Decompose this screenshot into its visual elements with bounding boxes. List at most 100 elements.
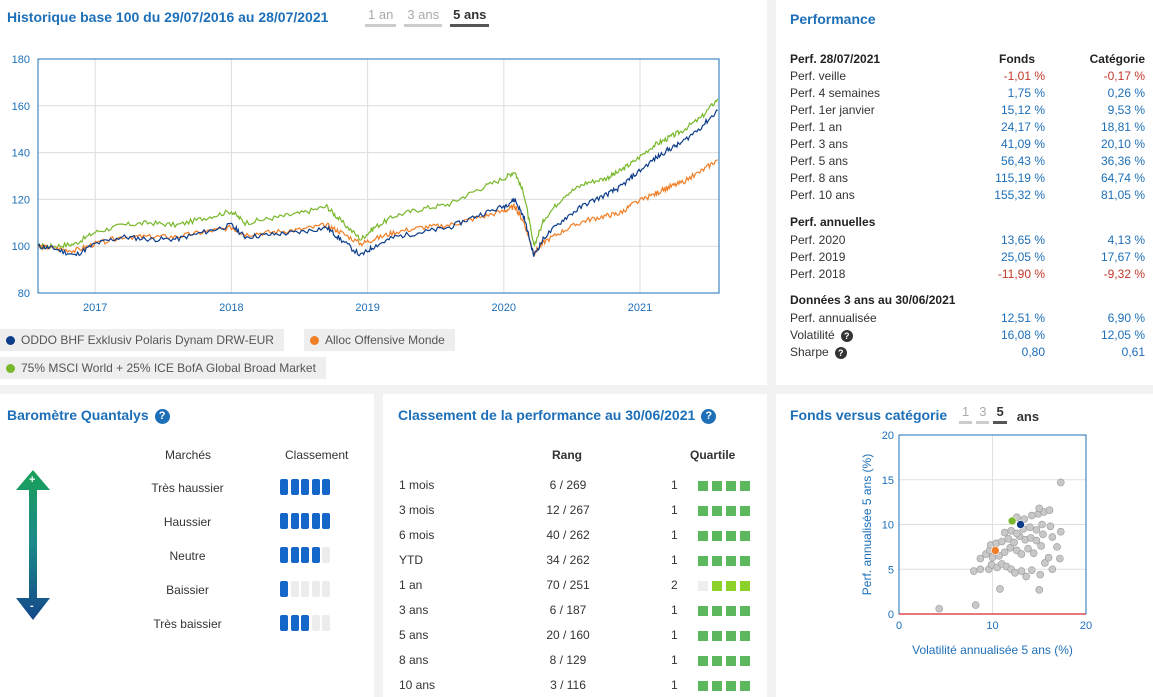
quartile-square (712, 581, 722, 591)
classement-quartile: 1 (671, 553, 678, 567)
fund-point[interactable] (1016, 520, 1025, 529)
barometre-rank-segment (311, 479, 320, 495)
quartile-square (712, 681, 722, 691)
quartile-square (740, 506, 750, 516)
history-period-tabs: 1 an 3 ans 5 ans (365, 7, 490, 27)
barometre-rank-segment (311, 547, 320, 563)
y-tick-label: 15 (882, 475, 894, 487)
y-tick-label: 100 (12, 241, 30, 253)
perf-label-text: Perf. 1er janvier (790, 103, 875, 117)
peer-point (1036, 570, 1044, 579)
quartile-square (712, 531, 722, 541)
peer-point (988, 553, 997, 562)
tab-3-ans[interactable]: 3 ans (404, 7, 443, 27)
perf-annual-label: Perf. 2020 (790, 233, 845, 247)
y-tick-label: 80 (18, 288, 30, 300)
scatter-chart: 0 5 10 15 20 0 10 20 Volatilité annualisée 5 ans… (860, 430, 1092, 657)
category-point[interactable] (991, 546, 1000, 555)
quartile-square (726, 556, 736, 566)
scatter-tab-5[interactable]: 5 (993, 404, 1007, 424)
barometre-rank-segment (311, 513, 320, 529)
perf-data3-category-value: 0,61 (1121, 345, 1145, 359)
quartile-square (698, 506, 708, 516)
legend-category[interactable]: Alloc Offensive Monde (304, 329, 455, 351)
barometre-rank-segment (322, 479, 330, 495)
perf-data3-category-value: 12,05 % (1100, 328, 1145, 342)
classement-quartile: 1 (671, 603, 678, 617)
barometre-arrow-plus: + (29, 474, 36, 486)
legend-index[interactable]: 75% MSCI World + 25% ICE BofA Global Bro… (0, 357, 326, 379)
perf-label-text: Perf. 1 an (790, 120, 843, 134)
perf-data3-label-text: Volatilité (790, 328, 835, 342)
peer-point (1029, 549, 1038, 557)
peer-point (998, 537, 1006, 546)
help-icon[interactable]: ? (154, 409, 170, 424)
x-tick-label: 2020 (492, 302, 516, 314)
legend-fund[interactable]: ODDO BHF Exklusiv Polaris Dynam DRW-EUR (0, 329, 284, 351)
perf-annual-label: Perf. 2019 (790, 250, 845, 264)
quartile-square (726, 506, 736, 516)
perf-annual-title-label: Perf. annuelles (790, 215, 876, 229)
help-icon[interactable]: ? (701, 409, 717, 424)
perf-annual-row: Perf. 2020 13,65 % 4,13 % (790, 233, 1145, 250)
perf-header-cat: Catégorie (1089, 52, 1145, 66)
scatter-tab-3[interactable]: 3 (976, 404, 990, 424)
perf-category-value: 20,10 % (1100, 137, 1145, 151)
scatter-tab-1[interactable]: 1 (959, 404, 973, 424)
peer-point (1039, 530, 1047, 539)
perf-header-label: Perf. 28/07/2021 (790, 52, 881, 66)
perf-fund-value: 56,43 % (1000, 154, 1045, 168)
peer-point (1041, 559, 1049, 567)
barometre-rank-segment (322, 615, 330, 631)
perf-annual-fund-value: -11,90 % (997, 267, 1045, 281)
perf-row: Perf. 1er janvier 15,12 % 9,53 % (790, 103, 1145, 120)
quartile-square (698, 631, 708, 641)
perf-data3-row: Sharpe? 0,80 0,61 (790, 345, 1145, 362)
perf-row: Perf. 10 ans 155,32 % 81,05 % (790, 188, 1145, 205)
y-tick-label: 120 (12, 194, 30, 206)
quartile-square (726, 606, 736, 616)
barometre-rank-segment (280, 479, 288, 495)
barometre-col-rank: Classement (285, 448, 349, 462)
tab-1-an[interactable]: 1 an (365, 7, 397, 27)
help-icon[interactable]: ? (840, 330, 853, 342)
classement-period: 3 ans (399, 603, 429, 617)
perf-fund-value: 155,32 % (994, 188, 1045, 202)
classement-rank: 20 / 160 (546, 628, 590, 642)
perf-label-text: Perf. 5 ans (790, 154, 849, 168)
tab-5-ans[interactable]: 5 ans (450, 7, 490, 27)
scatter-period-tabs: 1 3 5 ans (959, 404, 1039, 424)
perf-fund-value: 41,09 % (1000, 137, 1045, 151)
barometre-rank-segment (290, 547, 299, 563)
perf-header-row: Perf. 28/07/2021 Fonds Catégorie (790, 52, 1145, 69)
peer-point (1024, 544, 1032, 553)
peer-point (1000, 548, 1009, 557)
classement-col-rang: Rang (552, 448, 582, 462)
y-tick-label: 20 (882, 430, 894, 442)
quartile-square (698, 656, 708, 666)
perf-data3-label-text: Perf. annualisée (790, 311, 877, 325)
perf-annual-row: Perf. 2019 25,05 % 17,67 % (790, 250, 1145, 267)
barometre-arrow-icon (16, 470, 50, 620)
barometre-rank-segment (301, 581, 309, 597)
quartile-square (712, 556, 722, 566)
classement-period: 3 mois (399, 503, 435, 517)
y-tick-label: 140 (12, 148, 30, 160)
perf-annual-fund-value: 25,05 % (1000, 250, 1045, 264)
barometre-rank-segment (280, 513, 288, 529)
quartile-square (740, 531, 750, 541)
perf-label: Perf. 8 ans (790, 171, 848, 185)
peer-point (976, 565, 985, 574)
perf-annual-category-value: 4,13 % (1107, 233, 1145, 247)
barometre-rank-segment (290, 581, 299, 597)
peer-point (1056, 478, 1065, 487)
barometre-arrow-minus: - (30, 600, 34, 612)
quartile-square (726, 681, 736, 691)
perf-data3-title-label: Données 3 ans au 30/06/2021 (790, 293, 956, 307)
peer-point (1038, 520, 1046, 529)
index-point[interactable] (1007, 516, 1017, 526)
perf-label: Perf. 1 an (790, 120, 842, 134)
plot-frame (37, 58, 720, 294)
classement-period: 6 mois (399, 528, 435, 542)
help-icon[interactable]: ? (834, 347, 847, 359)
